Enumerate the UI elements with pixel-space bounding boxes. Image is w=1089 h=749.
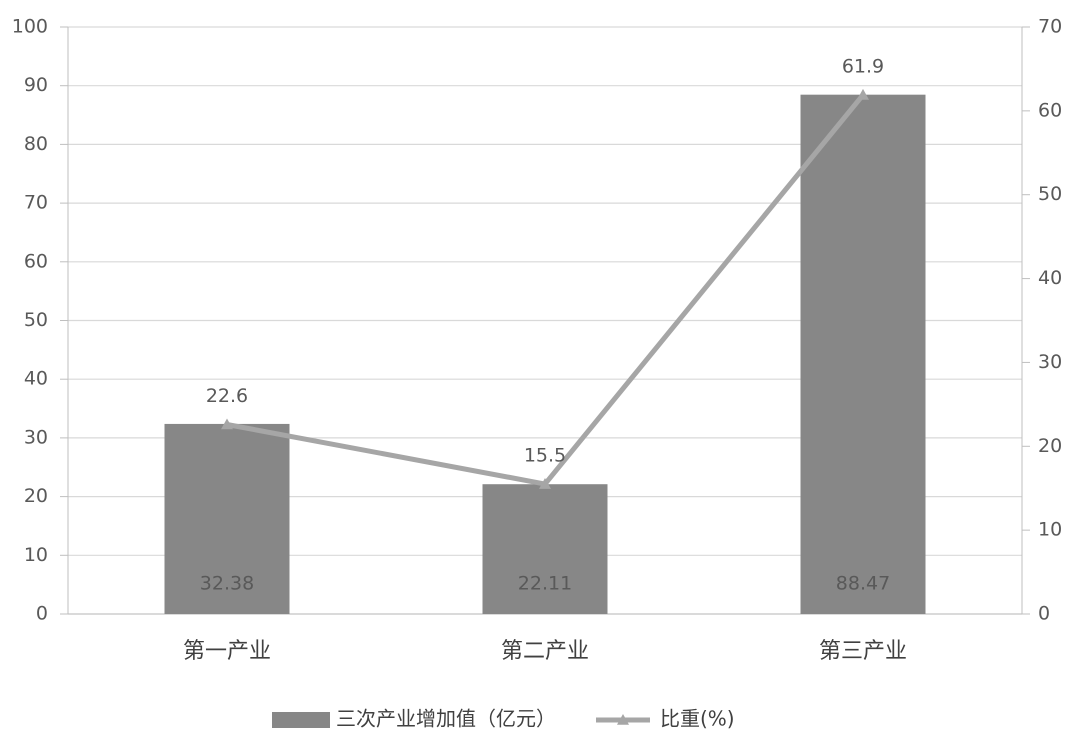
y2-tick-label: 40	[1038, 267, 1062, 289]
bar	[482, 484, 608, 614]
legend-label: 三次产业增加值（亿元）	[336, 707, 556, 731]
y2-tick-label: 10	[1038, 519, 1062, 541]
y-tick-label: 0	[36, 603, 48, 625]
y-tick-label: 40	[24, 368, 48, 390]
x-tick-label: 第三产业	[819, 639, 907, 664]
y-tick-label: 30	[24, 426, 48, 448]
y-tick-label: 50	[24, 309, 48, 331]
line-value-label: 22.6	[206, 385, 248, 407]
y2-tick-label: 30	[1038, 351, 1062, 373]
legend-swatch	[272, 712, 330, 728]
line-marker	[221, 418, 233, 430]
y-tick-label: 100	[12, 16, 48, 38]
y-tick-label: 90	[24, 74, 48, 96]
y-tick-label: 60	[24, 250, 48, 272]
line-value-label: 15.5	[524, 445, 566, 467]
x-tick-label: 第一产业	[183, 639, 271, 664]
bar-value-label: 22.11	[518, 573, 572, 595]
x-tick-label: 第二产业	[501, 639, 589, 664]
legend-marker	[617, 714, 629, 725]
y-tick-label: 20	[24, 485, 48, 507]
y-tick-label: 70	[24, 192, 48, 214]
bar-value-label: 32.38	[200, 573, 254, 595]
y2-tick-label: 70	[1038, 16, 1062, 38]
y2-tick-label: 50	[1038, 183, 1062, 205]
y2-tick-label: 60	[1038, 99, 1062, 121]
bar	[164, 423, 290, 614]
line	[226, 93, 865, 487]
y2-tick-label: 0	[1038, 603, 1050, 625]
legend-label: 比重(%)	[660, 707, 735, 731]
y-tick-label: 10	[24, 544, 48, 566]
bar	[800, 94, 926, 615]
y-tick-label: 80	[24, 133, 48, 155]
line-marker	[857, 88, 869, 100]
y2-tick-label: 20	[1038, 435, 1062, 457]
line-value-label: 61.9	[842, 55, 884, 77]
line-marker	[539, 478, 551, 489]
bar-value-label: 88.47	[836, 573, 890, 595]
